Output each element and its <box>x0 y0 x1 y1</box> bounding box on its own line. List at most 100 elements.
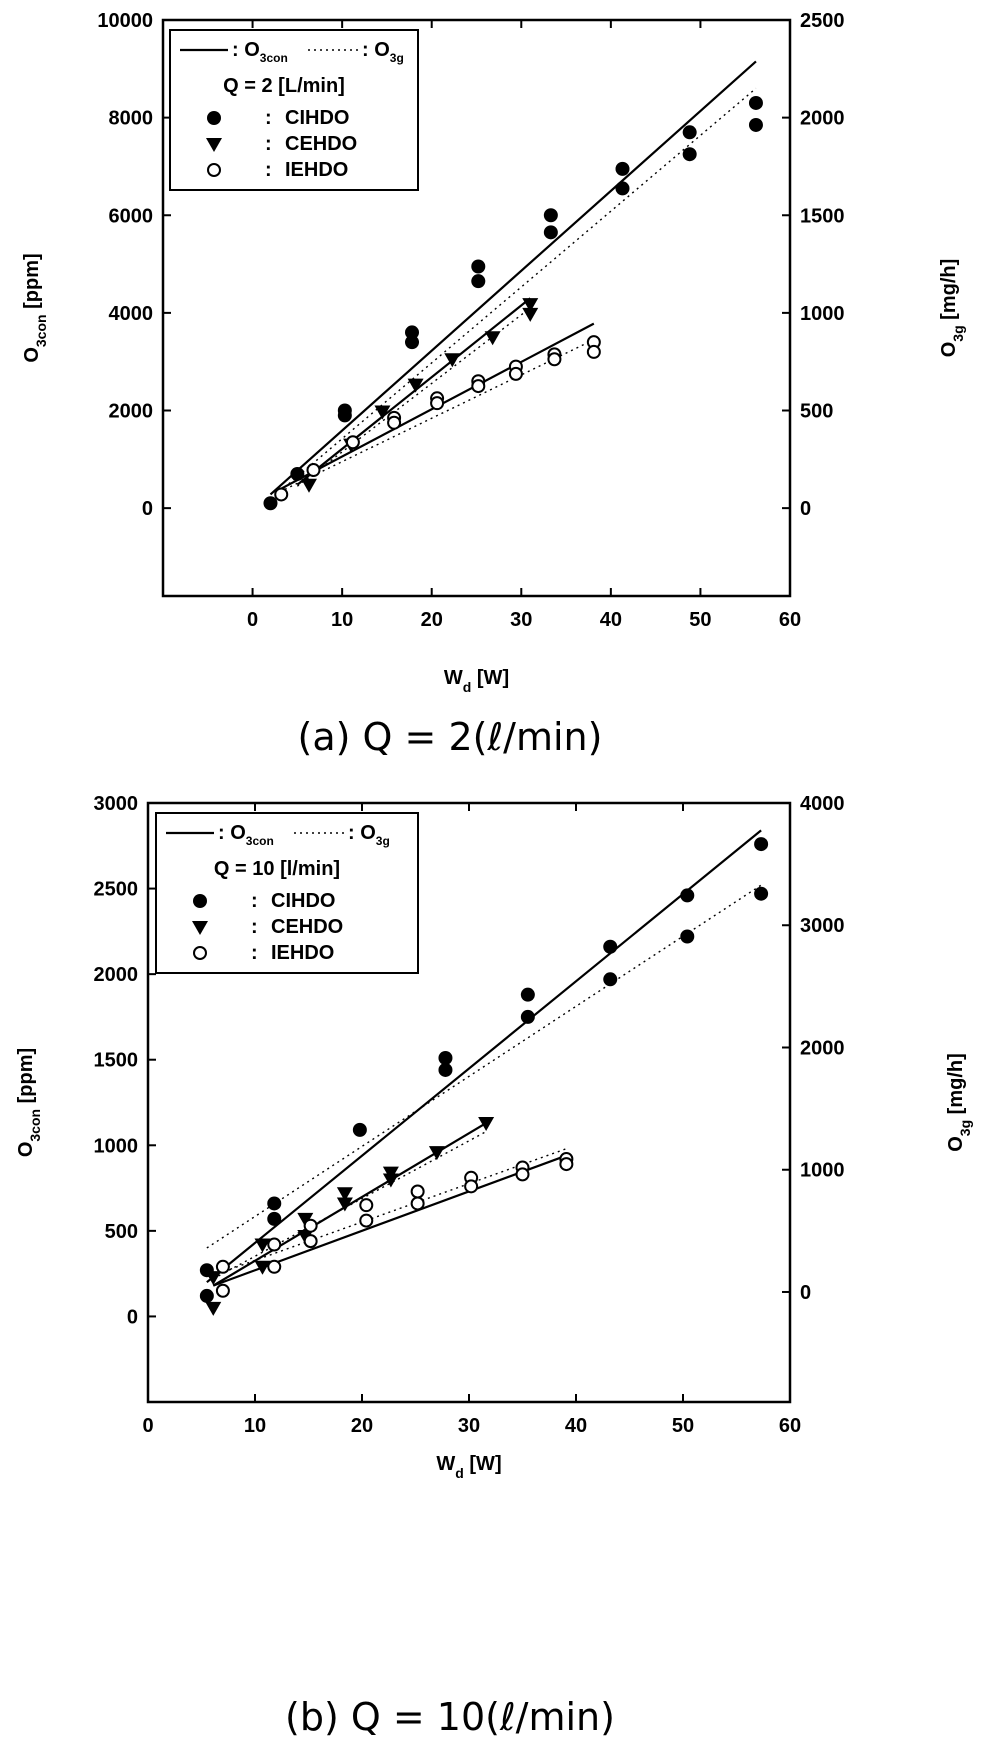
data-point-cihdo <box>543 208 558 223</box>
legend-entry-label: CIHDO <box>271 890 335 912</box>
fit-line-dotted <box>206 884 762 1249</box>
fit-line-dotted <box>213 1148 567 1277</box>
x-tick-label: 0 <box>142 1415 153 1437</box>
data-point-cihdo <box>680 929 695 944</box>
plot-frame <box>161 18 792 598</box>
y-left-tick-label: 2000 <box>109 401 154 423</box>
data-point-cihdo <box>337 408 352 423</box>
legend-dotted-label: : O3g <box>362 39 404 65</box>
fit-line-solid <box>206 829 762 1284</box>
fit-line-dotted <box>212 1130 487 1280</box>
x-tick-label: 10 <box>244 1415 266 1437</box>
data-point-cihdo <box>603 972 618 987</box>
x-tick-label: 60 <box>779 609 801 631</box>
y-left-tick-label: 4000 <box>109 303 154 325</box>
data-point-cihdo <box>520 1009 535 1024</box>
fit-line-solid <box>296 297 531 486</box>
legend-colon: : <box>251 890 258 912</box>
legend-marker-cihdo <box>207 111 221 125</box>
y-left-tick-label: 3000 <box>94 793 139 815</box>
x-axis-label: Wd [W] <box>444 667 509 695</box>
legend-colon: : <box>265 159 272 181</box>
fit-line-dotted <box>279 339 595 493</box>
y-right-tick-label: 1000 <box>800 303 845 325</box>
data-point-iehdo <box>464 1179 479 1194</box>
y-right-tick-label: 2500 <box>800 10 845 32</box>
y-left-tick-label: 6000 <box>109 205 154 227</box>
data-point-cihdo <box>682 147 697 162</box>
data-point-iehdo <box>547 352 562 367</box>
data-point-iehdo <box>387 415 402 430</box>
y-right-tick-label: 1500 <box>800 205 845 227</box>
data-point-cihdo <box>290 466 305 481</box>
data-point-cihdo <box>543 225 558 240</box>
data-point-cihdo <box>615 181 630 196</box>
legend-entry-label: IEHDO <box>271 942 334 964</box>
y-left-tick-label: 8000 <box>109 108 154 130</box>
data-point-iehdo <box>359 1198 374 1213</box>
data-point-iehdo <box>306 463 321 478</box>
x-axis-label: Wd [W] <box>436 1453 501 1481</box>
x-tick-label: 20 <box>421 609 443 631</box>
data-point-iehdo <box>515 1167 530 1182</box>
data-point-iehdo <box>303 1218 318 1233</box>
panel-caption: (a) Q = 2(ℓ/min) <box>298 715 603 759</box>
data-point-iehdo <box>274 487 289 502</box>
data-point-cihdo <box>603 939 618 954</box>
data-point-iehdo <box>508 366 523 381</box>
data-point-iehdo <box>215 1259 230 1274</box>
data-point-cehdo <box>444 353 461 368</box>
data-point-cehdo <box>297 1212 314 1227</box>
data-point-iehdo <box>267 1237 282 1252</box>
legend-colon: : <box>265 133 272 155</box>
data-point-cehdo <box>205 1271 222 1286</box>
y-right-tick-label: 500 <box>800 401 833 423</box>
y-right-tick-label: 2000 <box>800 108 845 130</box>
data-point-cehdo <box>254 1260 271 1275</box>
legend-marker-iehdo <box>193 946 207 960</box>
data-point-cihdo <box>405 325 420 340</box>
y-left-tick-label: 2500 <box>94 879 139 901</box>
chart-panel-a: 0 10 20 30 40 50 60 0 2000 4000 6000 8000 10000 0 500 1… <box>21 10 966 759</box>
y-left-tick-label: 2000 <box>94 964 139 986</box>
legend-solid-label: : O3con <box>232 39 288 65</box>
legend-box <box>169 29 419 191</box>
data-point-cihdo <box>748 117 763 132</box>
data-point-cihdo <box>682 125 697 140</box>
data-point-iehdo <box>303 1234 318 1249</box>
data-point-cihdo <box>267 1211 282 1226</box>
data-point-cehdo <box>522 298 539 313</box>
data-point-cehdo <box>336 1197 353 1212</box>
data-point-cihdo <box>352 1122 367 1137</box>
data-point-cihdo <box>267 1196 282 1211</box>
data-point-cihdo <box>680 888 695 903</box>
data-point-cehdo <box>374 405 391 420</box>
legend-entry-label: IEHDO <box>285 159 348 181</box>
data-point-cihdo <box>471 274 486 289</box>
y-right-axis-label: O3g [mg/h] <box>938 259 966 358</box>
data-point-cehdo <box>301 478 318 493</box>
x-tick-label: 20 <box>351 1415 373 1437</box>
data-point-cihdo <box>520 987 535 1002</box>
data-point-iehdo <box>359 1213 374 1228</box>
data-point-cihdo <box>748 95 763 110</box>
y-right-tick-label: 0 <box>800 1282 811 1304</box>
y-left-tick-label: 500 <box>105 1221 138 1243</box>
fit-line-dotted <box>270 87 757 500</box>
x-tick-label: 50 <box>672 1415 694 1437</box>
legend-colon: : <box>265 107 272 129</box>
legend-solid-label: : O3con <box>218 822 274 848</box>
y-left-tick-label: 1000 <box>94 1135 139 1157</box>
panel-caption: (b) Q = 10(ℓ/min) <box>285 1695 615 1739</box>
data-point-iehdo <box>586 344 601 359</box>
y-right-tick-label: 0 <box>800 498 811 520</box>
data-point-iehdo <box>471 379 486 394</box>
data-point-cehdo <box>484 331 501 346</box>
legend-marker-cihdo <box>193 894 207 908</box>
data-point-cehdo <box>254 1238 271 1253</box>
data-point-cehdo <box>428 1146 445 1161</box>
data-point-iehdo <box>559 1157 574 1172</box>
legend-entry-label: CEHDO <box>271 916 343 938</box>
x-tick-label: 40 <box>600 609 622 631</box>
x-tick-label: 10 <box>331 609 353 631</box>
